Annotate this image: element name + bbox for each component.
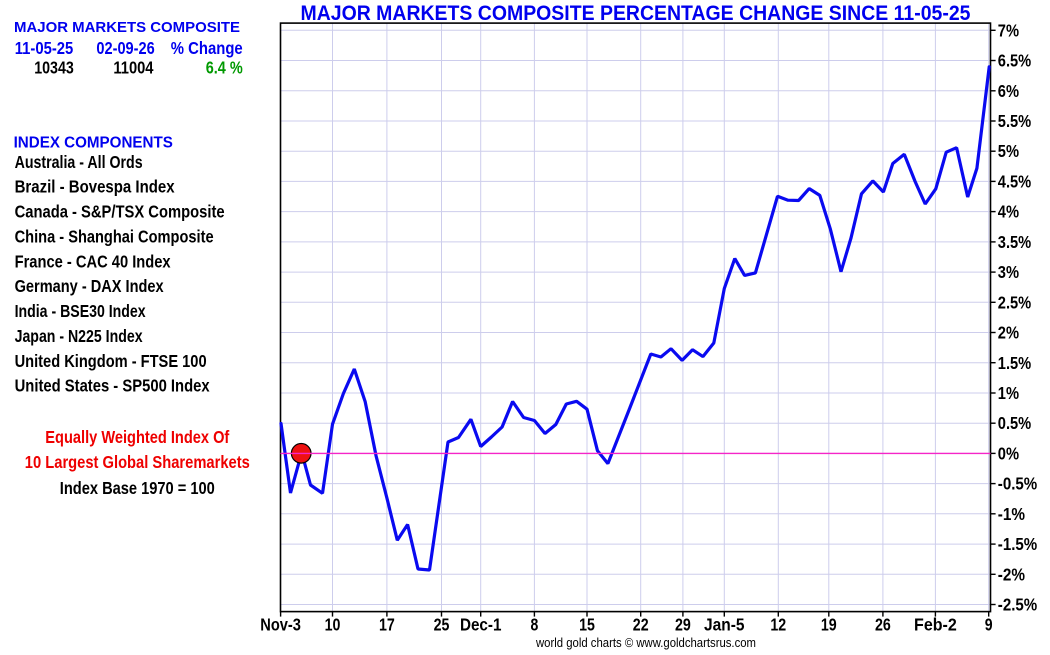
svg-text:8: 8 — [531, 615, 539, 635]
svg-text:-0.5%: -0.5% — [998, 474, 1037, 494]
svg-text:United Kingdom - FTSE 100: United Kingdom - FTSE 100 — [15, 351, 207, 371]
svg-text:France - CAC 40 Index: France - CAC 40 Index — [15, 251, 171, 271]
svg-text:19: 19 — [821, 615, 837, 635]
svg-text:-1.5%: -1.5% — [998, 534, 1037, 554]
svg-text:-2.5%: -2.5% — [998, 595, 1037, 615]
svg-text:4.5%: 4.5% — [998, 172, 1031, 192]
svg-text:3.5%: 3.5% — [998, 232, 1031, 252]
svg-text:Nov-3: Nov-3 — [260, 615, 301, 635]
svg-text:INDEX COMPONENTS: INDEX COMPONENTS — [14, 134, 173, 151]
svg-text:5%: 5% — [998, 141, 1019, 161]
svg-text:2.5%: 2.5% — [998, 292, 1031, 312]
svg-text:5.5%: 5.5% — [998, 111, 1031, 131]
svg-text:-2%: -2% — [998, 564, 1025, 584]
svg-text:26: 26 — [875, 615, 891, 635]
svg-text:India - BSE30 Index: India - BSE30 Index — [15, 301, 146, 321]
svg-text:15: 15 — [579, 615, 595, 635]
svg-text:7%: 7% — [998, 20, 1019, 40]
svg-text:Canada - S&P/TSX Composite: Canada - S&P/TSX Composite — [15, 202, 225, 222]
svg-text:Feb-2: Feb-2 — [914, 615, 957, 635]
svg-text:11004: 11004 — [113, 57, 153, 77]
svg-text:22: 22 — [633, 615, 649, 635]
svg-text:Jan-5: Jan-5 — [704, 615, 745, 635]
svg-text:10 Largest Global Sharemarkets: 10 Largest Global Sharemarkets — [25, 452, 250, 472]
svg-text:3%: 3% — [998, 262, 1019, 282]
svg-text:Germany - DAX Index: Germany - DAX Index — [15, 276, 164, 296]
svg-text:0%: 0% — [998, 443, 1019, 463]
svg-text:MAJOR MARKETS COMPOSITE PERCEN: MAJOR MARKETS COMPOSITE PERCENTAGE CHANG… — [301, 2, 971, 25]
svg-text:world gold charts © www.goldch: world gold charts © www.goldchartsrus.co… — [535, 636, 756, 650]
svg-text:0.5%: 0.5% — [998, 413, 1031, 433]
svg-text:02-09-26: 02-09-26 — [96, 38, 154, 58]
svg-text:Brazil - Bovespa Index: Brazil - Bovespa Index — [15, 177, 175, 197]
svg-text:29: 29 — [675, 615, 691, 635]
svg-text:11-05-25: 11-05-25 — [15, 38, 74, 58]
svg-text:10: 10 — [325, 615, 341, 635]
svg-text:-1%: -1% — [998, 504, 1025, 524]
svg-text:4%: 4% — [998, 202, 1019, 222]
svg-text:Australia - All Ords: Australia - All Ords — [15, 152, 143, 172]
svg-text:United States - SP500 Index: United States - SP500 Index — [15, 376, 210, 396]
svg-text:10343: 10343 — [34, 57, 74, 77]
svg-text:China - Shanghai Composite: China - Shanghai Composite — [15, 226, 214, 246]
svg-text:6.5%: 6.5% — [998, 51, 1031, 71]
svg-text:1%: 1% — [998, 383, 1019, 403]
svg-text:6%: 6% — [998, 81, 1019, 101]
svg-text:6.4 %: 6.4 % — [206, 57, 243, 77]
svg-text:Equally Weighted Index Of: Equally Weighted Index Of — [45, 427, 229, 447]
svg-text:1.5%: 1.5% — [998, 353, 1031, 373]
svg-text:Dec-1: Dec-1 — [460, 615, 502, 635]
svg-text:Index Base 1970 = 100: Index Base 1970 = 100 — [60, 478, 215, 498]
svg-text:12: 12 — [770, 615, 786, 635]
svg-text:9: 9 — [985, 615, 993, 635]
svg-text:17: 17 — [379, 615, 395, 635]
svg-text:MAJOR MARKETS COMPOSITE: MAJOR MARKETS COMPOSITE — [14, 19, 240, 36]
svg-text:25: 25 — [434, 615, 450, 635]
svg-text:% Change: % Change — [171, 38, 243, 58]
svg-text:Japan - N225 Index: Japan - N225 Index — [15, 326, 143, 346]
svg-text:2%: 2% — [998, 323, 1019, 343]
